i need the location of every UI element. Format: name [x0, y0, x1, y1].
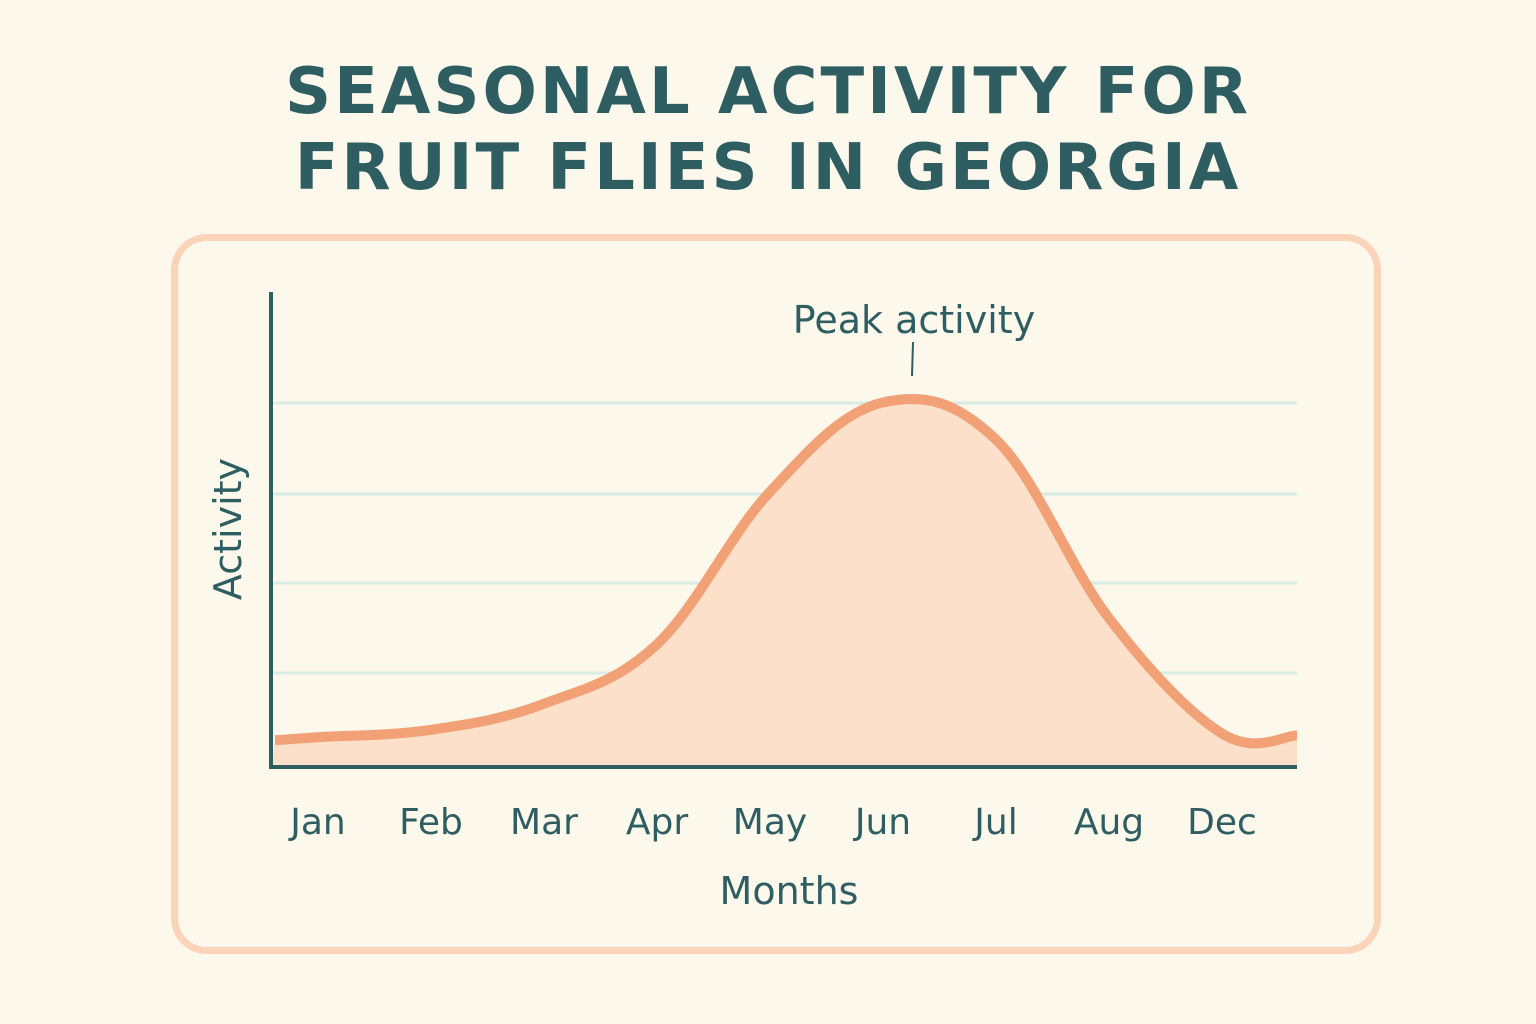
x-tick-label: Jul: [972, 802, 1017, 843]
x-tick-label: Apr: [626, 802, 688, 843]
chart-card: [171, 234, 1381, 954]
x-axis-label: Months: [720, 869, 859, 913]
x-tick-label: May: [733, 802, 807, 843]
area-fill: [271, 398, 1297, 767]
chart-title-line-2: FRUIT FLIES IN GEORGIA: [294, 131, 1242, 205]
x-tick-label: Aug: [1074, 802, 1144, 843]
x-tick-labels: Jan Feb Mar Apr May Jun Jul Aug Dec: [288, 802, 1257, 843]
peak-annotation-pointer: [911, 341, 914, 377]
x-tick-label: Feb: [399, 802, 463, 843]
series-line: [274, 393, 1298, 749]
y-axis-label: Activity: [206, 458, 250, 600]
x-tick-label: Dec: [1187, 802, 1257, 843]
x-tick-label: Jun: [853, 802, 911, 843]
x-tick-label: Mar: [510, 802, 578, 843]
peak-annotation-label: Peak activity: [793, 298, 1035, 342]
chart-title-line-1: SEASONAL ACTIVITY FOR: [285, 55, 1251, 129]
x-tick-label: Jan: [288, 802, 346, 843]
